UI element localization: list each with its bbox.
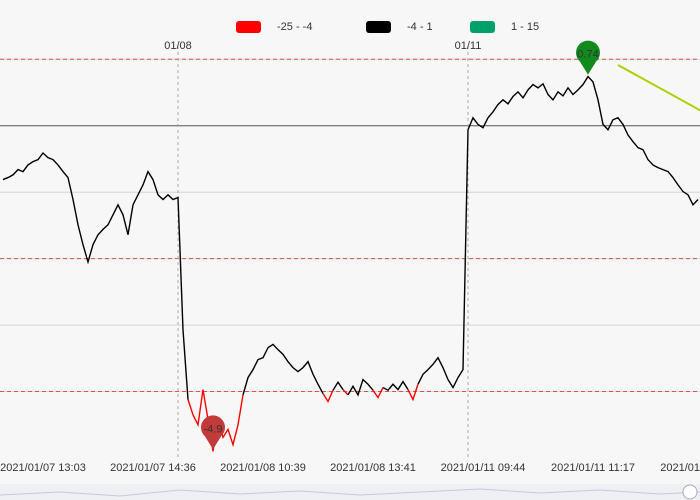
line-piece	[242, 343, 324, 396]
x-tick-label: 2021/01/08 10:39	[220, 462, 306, 474]
legend-label: -25 - -4	[277, 21, 312, 33]
legend-label: 1 - 15	[511, 21, 539, 33]
line-piece	[407, 384, 419, 402]
line-piece	[332, 380, 344, 391]
line-piece	[322, 389, 334, 404]
line-piece	[347, 378, 374, 397]
line-piece	[382, 380, 409, 392]
zoom-slider[interactable]	[0, 484, 700, 500]
x-tick-label: 2021/01/08 13:41	[330, 462, 416, 474]
x-tick-label: 2021/01/11 11:17	[551, 462, 635, 474]
x-tick-label: 2021/01	[660, 462, 700, 474]
zoom-preview	[0, 488, 700, 497]
legend-swatch	[236, 21, 261, 33]
trend-arrow	[617, 64, 700, 112]
day-label: 01/08	[164, 40, 192, 52]
day-label: 01/11	[455, 40, 482, 52]
mark-pin	[576, 40, 600, 75]
x-tick-label: 2021/01/07 13:03	[0, 462, 86, 474]
legend-label: -4 - 1	[407, 21, 433, 33]
line-piece	[2, 151, 189, 400]
legend-swatch	[470, 21, 495, 33]
line-piece	[342, 389, 349, 396]
mark-pin-label: 0.74	[577, 48, 598, 60]
legend-swatch	[366, 21, 391, 33]
zoom-handle[interactable]	[682, 484, 698, 500]
line-piece	[372, 387, 384, 399]
line-piece	[417, 75, 699, 389]
mark-pin	[201, 415, 226, 450]
mark-pin-label: -4.9	[204, 423, 223, 435]
x-tick-label: 2021/01/11 09:44	[441, 462, 526, 474]
x-tick-label: 2021/01/07 14:36	[110, 462, 196, 474]
